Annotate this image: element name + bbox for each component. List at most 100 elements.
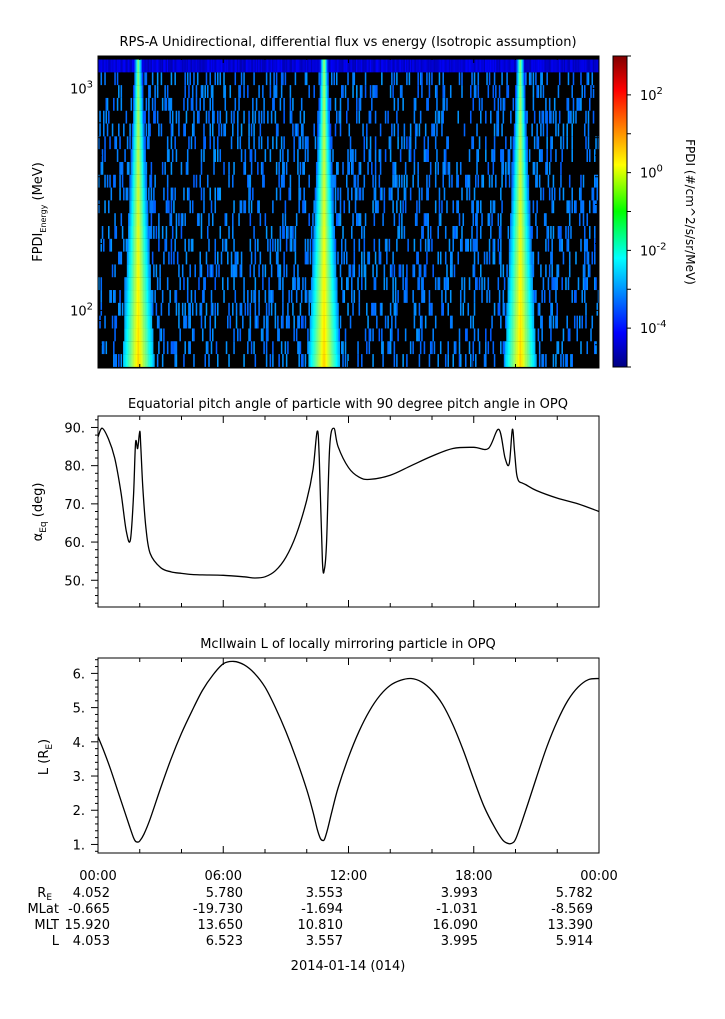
heatmap-cell [412, 290, 414, 303]
heatmap-cell [287, 341, 289, 355]
heatmap-cell [228, 354, 230, 367]
heatmap-cell [327, 238, 329, 252]
heatmap-cell [437, 354, 439, 367]
heatmap-cell [533, 354, 536, 367]
heatmap-cell [526, 226, 528, 239]
heatmap-cell [515, 315, 517, 329]
heatmap-cell [527, 341, 530, 355]
heatmap-cell [422, 290, 424, 303]
heatmap-cell [297, 123, 299, 137]
heatmap-cell [444, 290, 447, 303]
heatmap-cell [548, 264, 551, 278]
heatmap-cell [218, 123, 220, 137]
heatmap-cell [537, 85, 540, 98]
heatmap-cell [214, 302, 217, 316]
heatmap-cell [417, 72, 419, 86]
heatmap-cell [148, 264, 150, 278]
heatmap-cell [409, 341, 412, 355]
heatmap-cell [583, 290, 586, 303]
heatmap-cell [413, 238, 416, 252]
heatmap-cell [322, 238, 324, 252]
heatmap-cell [522, 174, 525, 188]
heatmap-cell [508, 315, 511, 329]
heatmap-cell [562, 187, 565, 201]
heatmap-cell [343, 251, 346, 265]
heatmap-cell [363, 226, 366, 239]
heatmap-cell [151, 97, 154, 111]
heatmap-cell [210, 200, 213, 214]
heatmap-cell [416, 59, 418, 73]
heatmap-cell [186, 149, 189, 162]
heatmap-cell [148, 123, 150, 137]
heatmap-cell [595, 136, 597, 150]
heatmap-cell [528, 251, 531, 265]
heatmap-cell [318, 174, 320, 188]
heatmap-cell [149, 123, 151, 137]
heatmap-cell [523, 72, 526, 86]
heatmap-cell [130, 59, 133, 73]
heatmap-cell [506, 315, 508, 329]
heatmap-cell [516, 123, 518, 137]
heatmap-cell [278, 161, 280, 175]
heatmap-cell [308, 290, 310, 303]
heatmap-cell [131, 136, 134, 150]
heatmap-cell [330, 290, 333, 303]
heatmap-cell [136, 85, 139, 98]
heatmap-cell [130, 302, 133, 316]
heatmap-cell [433, 59, 436, 73]
heatmap-cell [150, 354, 153, 367]
heatmap-cell [512, 328, 515, 342]
heatmap-cell [283, 174, 285, 188]
heatmap-cell [507, 59, 510, 73]
heatmap-cell [100, 302, 103, 316]
heatmap-cell [568, 328, 571, 342]
ephemeris-value: 10.810 [298, 918, 344, 933]
ephemeris-value: 3.995 [441, 934, 478, 949]
heatmap-cell [508, 149, 511, 162]
heatmap-cell [206, 341, 209, 355]
heatmap-cell [483, 251, 486, 265]
heatmap-cell [144, 302, 146, 316]
heatmap-cell [347, 59, 349, 73]
heatmap-cell [115, 226, 118, 239]
y-tick-label: 80. [64, 460, 85, 475]
heatmap-cell [190, 59, 193, 73]
heatmap-cell [303, 161, 305, 175]
heatmap-cell [511, 264, 513, 278]
heatmap-cell [283, 226, 285, 239]
heatmap-cell [505, 341, 507, 355]
heatmap-cell [431, 59, 433, 73]
heatmap-cell [536, 226, 538, 239]
heatmap-cell [392, 59, 394, 73]
heatmap-cell [322, 187, 324, 201]
heatmap-cell [319, 200, 322, 214]
heatmap-cell [275, 72, 278, 86]
heatmap-cell [108, 200, 110, 214]
heatmap-cell [183, 354, 185, 367]
heatmap-cell [327, 123, 329, 137]
heatmap-cell [188, 341, 190, 355]
heatmap-cell [339, 213, 342, 227]
heatmap-cell [210, 290, 213, 303]
heatmap-cell [378, 59, 381, 73]
heatmap-cell [312, 328, 314, 342]
heatmap-cell [317, 187, 319, 201]
heatmap-cell [533, 136, 536, 150]
heatmap-cell [502, 302, 505, 316]
heatmap-cell [508, 238, 511, 252]
heatmap-cell [200, 149, 203, 162]
heatmap-cell [126, 277, 129, 291]
heatmap-cell [158, 123, 160, 137]
heatmap-cell [522, 123, 525, 137]
heatmap-cell [290, 226, 293, 239]
heatmap-cell [144, 341, 146, 355]
heatmap-cell [143, 200, 145, 214]
heatmap-cell [278, 174, 280, 188]
heatmap-cell [312, 277, 314, 291]
heatmap-cell [129, 213, 131, 227]
heatmap-cell [318, 290, 320, 303]
heatmap-cell [279, 238, 282, 252]
heatmap-cell [515, 161, 517, 175]
pitch-angle-y-axis-label: αEq (deg) [31, 483, 49, 542]
heatmap-cell [118, 85, 120, 98]
